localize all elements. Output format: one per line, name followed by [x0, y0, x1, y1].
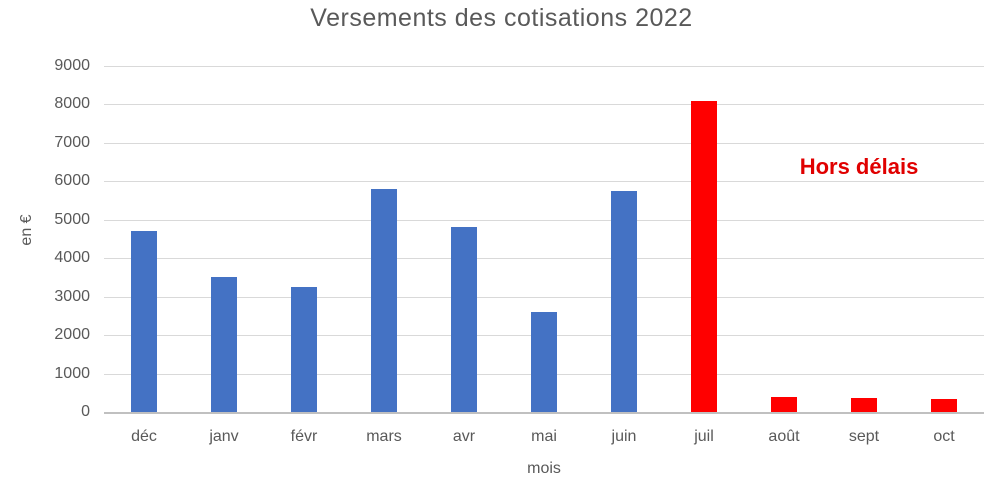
y-tick-label-6000: 6000 [54, 172, 90, 189]
bar-oct [931, 399, 957, 412]
gridline-3000 [104, 297, 984, 298]
gridline-4000 [104, 258, 984, 259]
bar-mars [371, 189, 397, 412]
x-axis-line [104, 412, 984, 414]
bar-avr [451, 227, 477, 412]
y-tick-label-1000: 1000 [54, 365, 90, 382]
bar-déc [131, 231, 157, 412]
x-tick-label-juin: juin [611, 428, 637, 445]
y-tick-label-3000: 3000 [54, 288, 90, 305]
bar-juil [691, 101, 717, 412]
gridline-9000 [104, 66, 984, 67]
x-tick-label-mai: mai [531, 428, 557, 445]
y-tick-label-0: 0 [81, 403, 90, 420]
bar-févr [291, 287, 317, 412]
gridline-7000 [104, 143, 984, 144]
gridline-5000 [104, 220, 984, 221]
bar-janv [211, 277, 237, 412]
y-tick-label-7000: 7000 [54, 134, 90, 151]
x-axis-title: mois [527, 460, 561, 477]
x-tick-label-mars: mars [366, 428, 402, 445]
x-tick-label-juil: juil [694, 428, 714, 445]
y-tick-label-9000: 9000 [54, 57, 90, 74]
x-tick-label-févr: févr [290, 428, 318, 445]
x-tick-label-août: août [768, 428, 800, 445]
bar-août [771, 397, 797, 412]
x-tick-label-sept: sept [848, 428, 880, 445]
y-tick-label-8000: 8000 [54, 95, 90, 112]
chart-title: Versements des cotisations 2022 [310, 4, 693, 32]
bar-sept [851, 398, 877, 412]
y-tick-label-4000: 4000 [54, 249, 90, 266]
late-annotation: Hors délais [799, 154, 919, 179]
x-tick-label-avr: avr [452, 428, 476, 445]
bar-mai [531, 312, 557, 412]
x-tick-label-oct: oct [933, 428, 955, 445]
bar-juin [611, 191, 637, 412]
gridline-6000 [104, 181, 984, 182]
y-tick-label-5000: 5000 [54, 211, 90, 228]
y-tick-label-2000: 2000 [54, 326, 90, 343]
x-tick-label-déc: déc [131, 428, 157, 445]
gridline-8000 [104, 104, 984, 105]
x-tick-label-janv: janv [209, 428, 239, 445]
